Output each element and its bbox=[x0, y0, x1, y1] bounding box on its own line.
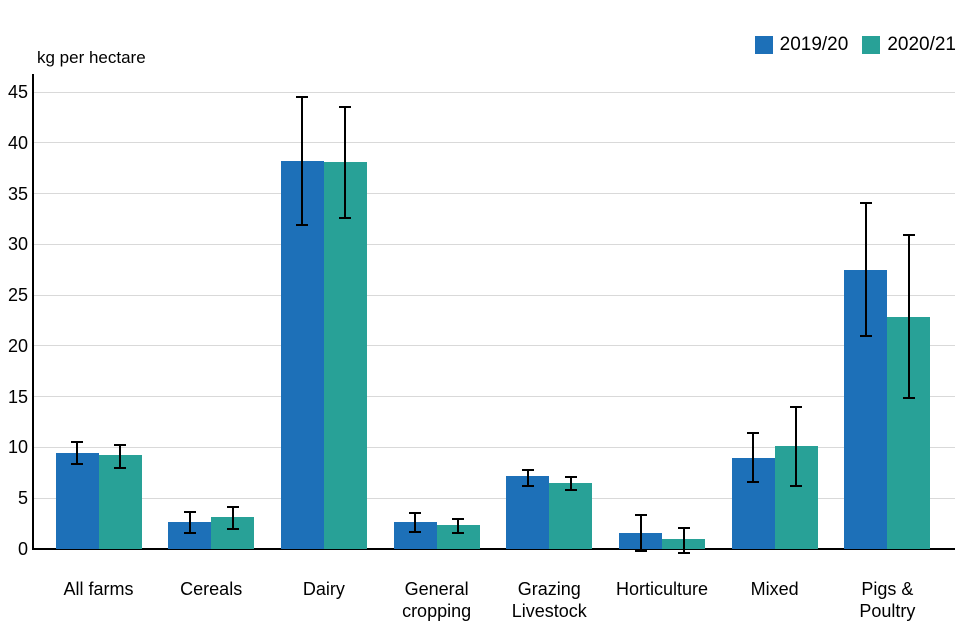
y-axis-tick-label: 40 bbox=[7, 132, 28, 153]
legend-item: 2020/21 bbox=[862, 34, 956, 56]
y-axis-tick-label: 15 bbox=[7, 386, 28, 407]
error-bar bbox=[795, 406, 798, 487]
error-bar bbox=[907, 235, 910, 398]
error-bar-cap bbox=[634, 514, 647, 517]
y-axis-tick-label: 25 bbox=[7, 285, 28, 306]
y-gridline bbox=[33, 446, 955, 448]
error-bar-cap bbox=[183, 511, 196, 514]
error-bar-cap bbox=[747, 480, 760, 483]
y-axis-tick-label: 45 bbox=[7, 82, 28, 102]
error-bar-cap bbox=[790, 485, 803, 488]
error-bar bbox=[752, 433, 755, 482]
x-axis-category-label: General cropping bbox=[402, 579, 472, 621]
bar-2019-20 bbox=[506, 475, 550, 549]
x-axis-category-label: Pigs & Poultry bbox=[859, 579, 916, 621]
error-bar bbox=[344, 107, 347, 218]
error-bar-cap bbox=[521, 485, 534, 488]
error-bar-cap bbox=[452, 531, 465, 534]
error-bar bbox=[569, 476, 572, 491]
error-bar-cap bbox=[859, 201, 872, 204]
error-bar bbox=[414, 513, 417, 532]
error-bar-cap bbox=[859, 334, 872, 337]
legend-label: 2019/20 bbox=[779, 34, 849, 55]
error-bar bbox=[639, 515, 642, 552]
error-bar-cap bbox=[296, 96, 309, 99]
error-bar-cap bbox=[71, 462, 83, 465]
y-gridline bbox=[33, 91, 955, 93]
error-bar-cap bbox=[902, 234, 915, 237]
legend-item: 2019/20 bbox=[754, 34, 849, 56]
y-gridline bbox=[33, 142, 955, 144]
bar-2019-20 bbox=[55, 452, 99, 549]
error-bar-cap bbox=[521, 468, 534, 471]
y-axis-tick-label: 35 bbox=[7, 183, 28, 204]
error-bar-cap bbox=[183, 531, 196, 534]
error-bar bbox=[301, 97, 304, 226]
chart-legend: 2019/20 2020/21 bbox=[754, 34, 956, 56]
y-gridline bbox=[33, 294, 955, 296]
error-bar-cap bbox=[339, 106, 352, 109]
x-axis-category-label: All farms bbox=[63, 579, 134, 599]
x-axis-category-label: Horticulture bbox=[615, 579, 709, 599]
error-bar bbox=[526, 469, 529, 487]
error-bar-cap bbox=[296, 224, 309, 227]
error-bar-cap bbox=[409, 512, 422, 515]
error-bar-cap bbox=[409, 530, 422, 533]
error-bar bbox=[682, 527, 685, 554]
y-gridline bbox=[33, 345, 955, 347]
legend-swatch-icon bbox=[754, 36, 773, 54]
y-axis-title: kg per hectare bbox=[37, 48, 146, 67]
error-bar bbox=[76, 442, 78, 464]
error-bar-cap bbox=[677, 526, 690, 529]
error-bar-cap bbox=[226, 527, 239, 530]
x-axis-category-label: Cereals bbox=[180, 579, 243, 599]
error-bar bbox=[457, 518, 460, 533]
error-bar bbox=[231, 507, 234, 529]
legend-label: 2020/21 bbox=[887, 34, 956, 55]
error-bar-cap bbox=[564, 489, 577, 492]
x-axis-category-label: Dairy bbox=[302, 579, 345, 599]
y-axis-tick-label: 0 bbox=[17, 539, 28, 559]
error-bar-cap bbox=[790, 405, 803, 408]
error-bar-cap bbox=[634, 550, 647, 553]
x-axis-category-label: Grazing Livestock bbox=[511, 579, 587, 621]
bar-2020-21 bbox=[323, 162, 367, 549]
y-gridline bbox=[33, 193, 955, 195]
error-bar-cap bbox=[226, 506, 239, 509]
x-axis-category-label: Mixed bbox=[750, 579, 799, 599]
error-bar bbox=[864, 202, 867, 336]
bar-2020-21 bbox=[98, 454, 142, 549]
y-gridline bbox=[33, 497, 955, 499]
error-bar bbox=[188, 512, 191, 533]
y-axis-tick-label: 20 bbox=[7, 335, 28, 356]
y-gridline bbox=[33, 243, 955, 245]
bar-2020-21 bbox=[549, 482, 593, 549]
error-bar-cap bbox=[747, 432, 760, 435]
error-bar-cap bbox=[339, 216, 352, 219]
x-axis-line bbox=[32, 548, 955, 550]
error-bar-cap bbox=[677, 552, 690, 555]
y-gridline bbox=[33, 396, 955, 398]
y-axis-tick-label: 10 bbox=[7, 437, 28, 458]
error-bar-cap bbox=[71, 441, 83, 444]
error-bar bbox=[119, 445, 121, 468]
y-axis-tick-label: 30 bbox=[7, 234, 28, 255]
error-bar-cap bbox=[114, 466, 126, 469]
y-axis-line bbox=[32, 74, 34, 550]
error-bar-cap bbox=[114, 444, 126, 447]
error-bar-cap bbox=[902, 396, 915, 399]
error-bar-cap bbox=[564, 475, 577, 478]
legend-swatch-icon bbox=[862, 36, 881, 54]
error-bar-cap bbox=[452, 517, 465, 520]
y-axis-tick-label: 5 bbox=[17, 488, 28, 509]
